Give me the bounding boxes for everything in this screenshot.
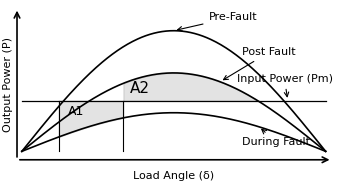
- Text: A1: A1: [68, 105, 84, 118]
- Text: Load Angle (δ): Load Angle (δ): [133, 171, 214, 181]
- Text: Post Fault: Post Fault: [224, 47, 296, 80]
- Text: Input Power (Pm): Input Power (Pm): [237, 74, 332, 97]
- Text: Pre-Fault: Pre-Fault: [178, 12, 257, 31]
- Text: A2: A2: [130, 81, 150, 96]
- Text: During Fault: During Fault: [242, 129, 310, 147]
- Text: Output Power (P): Output Power (P): [3, 38, 13, 132]
